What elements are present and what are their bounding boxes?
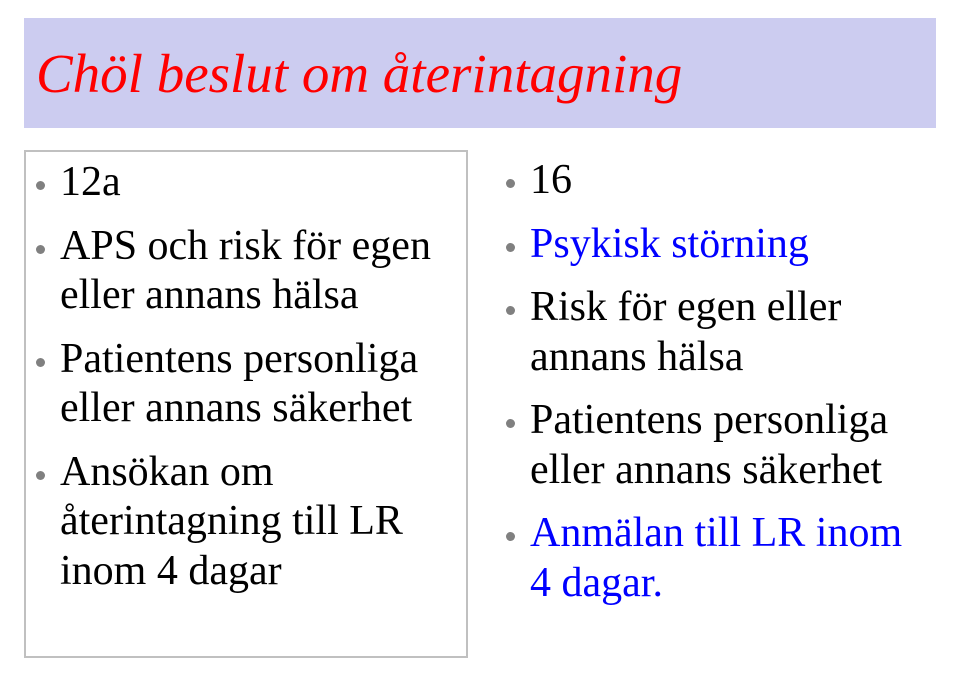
list-item-text: Ansökan om återintagning till LR inom 4 … (60, 449, 403, 594)
bullet-icon (506, 243, 515, 252)
bullet-icon (36, 358, 45, 367)
bullet-icon (36, 181, 45, 190)
list-item-text: Risk för egen eller annans hälsa (530, 284, 841, 380)
list-item: 12a (28, 158, 456, 208)
list-item: Risk för egen eller annans hälsa (498, 283, 926, 382)
slide: Chöl beslut om återintagning 12a APS och… (0, 0, 960, 680)
bullet-icon (506, 179, 515, 188)
list-item: Patientens personliga eller annans säker… (498, 396, 926, 495)
list-item: Psykisk störning (498, 220, 926, 270)
list-item-text: Psykisk störning (530, 221, 809, 267)
left-list: 12a APS och risk för egen eller annans h… (28, 158, 456, 596)
columns: 12a APS och risk för egen eller annans h… (24, 150, 936, 658)
right-column: 16 Psykisk störning Risk för egen eller … (496, 150, 936, 658)
title-band: Chöl beslut om återintagning (24, 18, 936, 128)
list-item-text: 12a (60, 159, 121, 205)
bullet-icon (36, 471, 45, 480)
bullet-icon (506, 532, 515, 541)
list-item-text: Anmälan till LR inom 4 dagar. (530, 510, 902, 606)
list-item-text: Patientens personliga eller annans säker… (60, 336, 418, 432)
list-item: APS och risk för egen eller annans hälsa (28, 222, 456, 321)
list-item: Patientens personliga eller annans säker… (28, 335, 456, 434)
list-item-text: APS och risk för egen eller annans hälsa (60, 223, 431, 319)
bullet-icon (36, 245, 45, 254)
slide-title: Chöl beslut om återintagning (36, 42, 682, 105)
list-item: 16 (498, 156, 926, 206)
bullet-icon (506, 419, 515, 428)
list-item: Anmälan till LR inom 4 dagar. (498, 509, 926, 608)
left-column: 12a APS och risk för egen eller annans h… (24, 150, 468, 658)
list-item-text: 16 (530, 157, 572, 203)
bullet-icon (506, 306, 515, 315)
list-item-text: Patientens personliga eller annans säker… (530, 397, 888, 493)
list-item: Ansökan om återintagning till LR inom 4 … (28, 448, 456, 597)
right-list: 16 Psykisk störning Risk för egen eller … (498, 156, 926, 608)
